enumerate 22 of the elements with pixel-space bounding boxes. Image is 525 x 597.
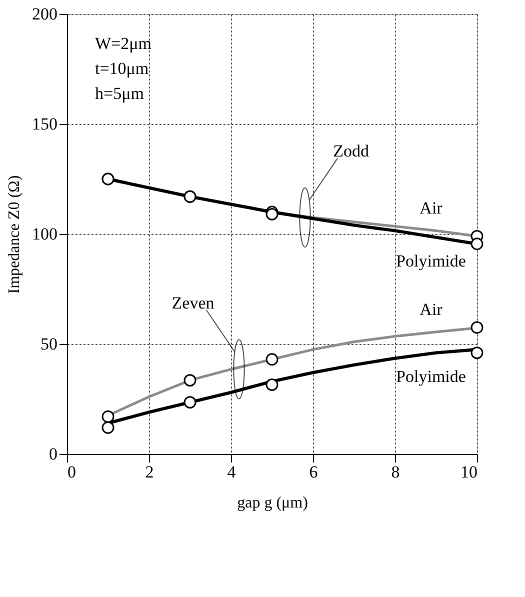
y-tick-label: 100: [32, 224, 58, 244]
x-tick-label: 8: [391, 462, 400, 482]
y-tick-label: 150: [32, 114, 58, 134]
y-tick-label: 200: [32, 4, 58, 24]
x-tick-label: 4: [227, 462, 236, 482]
series-label: Polyimide: [396, 366, 466, 386]
annotation: h=5μm: [95, 84, 144, 103]
y-tick-label: 50: [40, 334, 58, 354]
x-axis-title: gap g (μm): [237, 494, 308, 512]
x-tick-label: 0: [68, 462, 76, 482]
series-label: Polyimide: [396, 251, 466, 270]
annotation: W=2μm: [95, 34, 152, 53]
y-tick-label: 0: [49, 444, 58, 464]
annotation: t=10μm: [95, 59, 149, 78]
annotation: Zeven: [172, 293, 215, 312]
series-label: Air: [420, 198, 443, 218]
series-label: Air: [420, 300, 443, 319]
x-tick-label: 10: [460, 462, 478, 482]
annotation: Zodd: [333, 142, 370, 160]
x-tick-label: 6: [309, 462, 318, 482]
x-tick-label: 2: [145, 462, 154, 482]
y-axis-title: Impedance Z0 (Ω): [6, 175, 23, 294]
